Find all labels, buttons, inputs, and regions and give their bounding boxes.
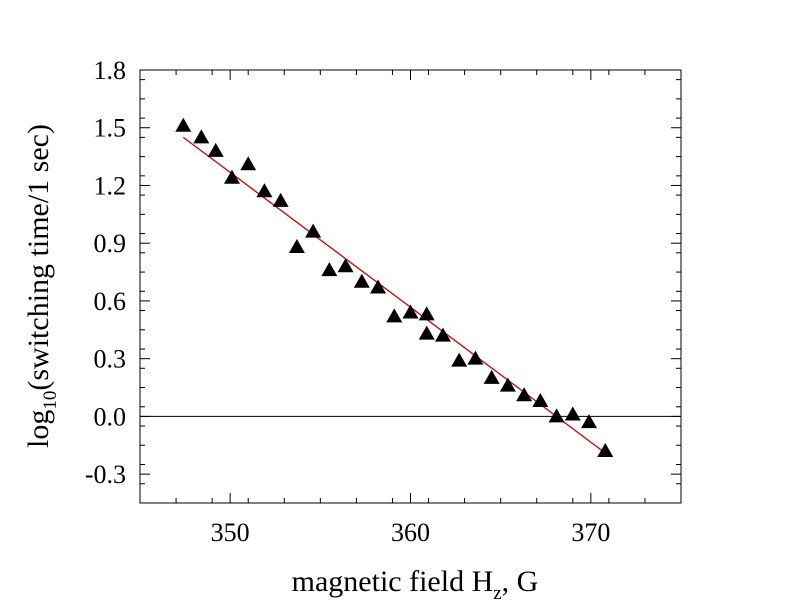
data-point-triangle: [548, 408, 565, 423]
y-axis-label: log10(switching time/1 sec): [22, 124, 61, 448]
y-axis-label-rest: (switching time/1 sec): [22, 124, 55, 391]
linear-fit-line: [182, 136, 606, 454]
data-point-triangle: [386, 308, 403, 323]
data-point-triangle: [581, 414, 598, 429]
data-point-triangle: [483, 369, 500, 384]
minor-ticks: [140, 70, 681, 503]
data-point-triangle: [516, 387, 533, 402]
data-point-triangle: [434, 327, 451, 342]
data-point-triangle: [272, 192, 289, 207]
y-tick-label: 0.3: [94, 345, 127, 374]
data-point-triangle: [223, 169, 240, 184]
data-point-triangle: [305, 223, 322, 238]
data-point-triangle: [418, 306, 435, 321]
y-tick-labels: -0.3 0.0 0.3 0.6 0.9 1.2 1.5 1.8: [85, 56, 126, 489]
y-tick-label: 1.5: [94, 114, 127, 143]
x-axis-label: magnetic field Hz, G: [292, 565, 539, 604]
data-point-triangle: [321, 262, 338, 277]
data-point-triangle: [353, 273, 370, 288]
y-tick-label: 0.9: [94, 229, 127, 258]
data-point-triangle: [256, 183, 273, 198]
x-tick-labels: 350 360 370: [211, 518, 611, 547]
x-tick-label: 370: [571, 518, 610, 547]
y-tick-label: 0.0: [94, 402, 127, 431]
x-axis-label-subscript: z: [493, 583, 501, 604]
data-points: [175, 117, 614, 458]
x-axis-label-main: magnetic field H: [292, 565, 494, 598]
plot-frame: [139, 69, 682, 504]
y-axis-label-subscript: 10: [40, 391, 61, 410]
data-point-triangle: [402, 304, 419, 319]
data-point-triangle: [418, 325, 435, 340]
data-point-triangle: [467, 350, 484, 365]
data-point-triangle: [288, 239, 305, 254]
y-axis-label-log: log: [22, 410, 55, 448]
major-ticks: [140, 69, 681, 503]
x-tick-label: 350: [211, 518, 250, 547]
data-point-triangle: [597, 443, 614, 458]
data-point-triangle: [532, 393, 549, 408]
data-point-triangle: [337, 258, 354, 273]
data-point-triangle: [193, 129, 210, 144]
y-tick-label: 1.8: [94, 56, 127, 85]
data-point-triangle: [240, 156, 257, 171]
y-tick-label: 1.2: [94, 171, 127, 200]
x-tick-label: 360: [391, 518, 430, 547]
y-tick-label: 0.6: [94, 287, 127, 316]
data-point-triangle: [564, 406, 581, 421]
x-axis-label-tail: , G: [502, 565, 539, 598]
data-point-triangle: [175, 117, 192, 132]
data-point-triangle: [451, 352, 468, 367]
y-tick-label: -0.3: [85, 460, 126, 489]
data-point-triangle: [207, 142, 224, 157]
data-point-triangle: [499, 377, 516, 392]
data-point-triangle: [370, 279, 387, 294]
